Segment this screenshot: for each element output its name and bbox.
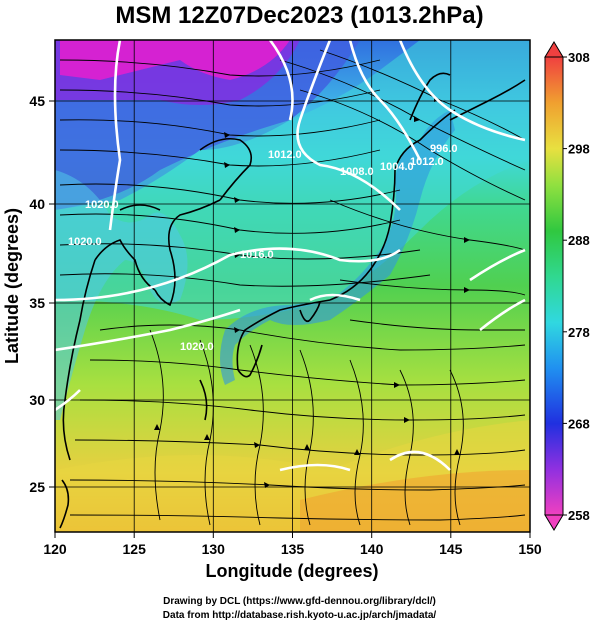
y-tick-label: 35 [29, 295, 45, 311]
contour-labels: 1012.0 1008.0 1004.0 1012.0 996.0 1016.0… [68, 143, 458, 353]
y-tick-label: 45 [29, 93, 45, 109]
x-tick-label: 135 [281, 541, 305, 557]
contour-label: 996.0 [430, 143, 458, 155]
contour-label: 1012.0 [268, 149, 302, 161]
contour-label: 1008.0 [340, 166, 374, 178]
map-title: MSM 12Z07Dec2023 (1013.2hPa) [115, 2, 484, 29]
contour-label: 1004.0 [380, 161, 414, 173]
colorbar-min-triangle [544, 514, 564, 531]
x-axis-label: Longitude (degrees) [205, 561, 378, 581]
contour-label: 1012.0 [410, 156, 444, 168]
colorbar: 308 298 288 278 268 258 [544, 41, 590, 531]
x-tick-label: 120 [43, 541, 67, 557]
x-tick-label: 140 [360, 541, 384, 557]
y-tick-label: 30 [29, 392, 45, 408]
x-tick-label: 145 [439, 541, 463, 557]
axis-ticks [49, 100, 531, 538]
contour-label: 1020.0 [180, 341, 214, 353]
colorbar-tick-label: 288 [568, 233, 590, 248]
y-tick-labels: 25 30 35 40 45 [29, 93, 45, 495]
isobars [55, 40, 526, 472]
credit-drawing: Drawing by DCL (https://www.gfd-dennou.o… [163, 596, 436, 607]
y-tick-label: 25 [29, 479, 45, 495]
colorbar-tick-label: 278 [568, 325, 590, 340]
colorbar-tick-label: 268 [568, 416, 590, 431]
colorbar-gradient [544, 56, 564, 516]
temperature-field [55, 40, 530, 532]
wind-arrowheads [154, 96, 470, 488]
x-tick-labels: 120 125 130 135 140 145 150 [43, 541, 542, 557]
colorbar-tick-label: 308 [568, 50, 590, 65]
y-axis-label: Latitude (degrees) [2, 208, 22, 364]
coastlines [59, 72, 526, 529]
x-tick-label: 125 [123, 541, 147, 557]
contour-label: 1020.0 [68, 236, 102, 248]
contour-label: 1020.0 [85, 199, 119, 211]
contour-label: 1016.0 [240, 249, 274, 261]
colorbar-tick-labels: 308 298 288 278 268 258 [568, 50, 590, 523]
colorbar-tick-label: 298 [568, 142, 590, 157]
credit-data-source: Data from http://database.rish.kyoto-u.a… [162, 610, 437, 621]
y-tick-label: 40 [29, 196, 45, 212]
colorbar-tick-label: 258 [568, 508, 590, 523]
colorbar-max-triangle [544, 41, 564, 58]
x-tick-label: 150 [518, 541, 542, 557]
x-tick-label: 130 [202, 541, 226, 557]
